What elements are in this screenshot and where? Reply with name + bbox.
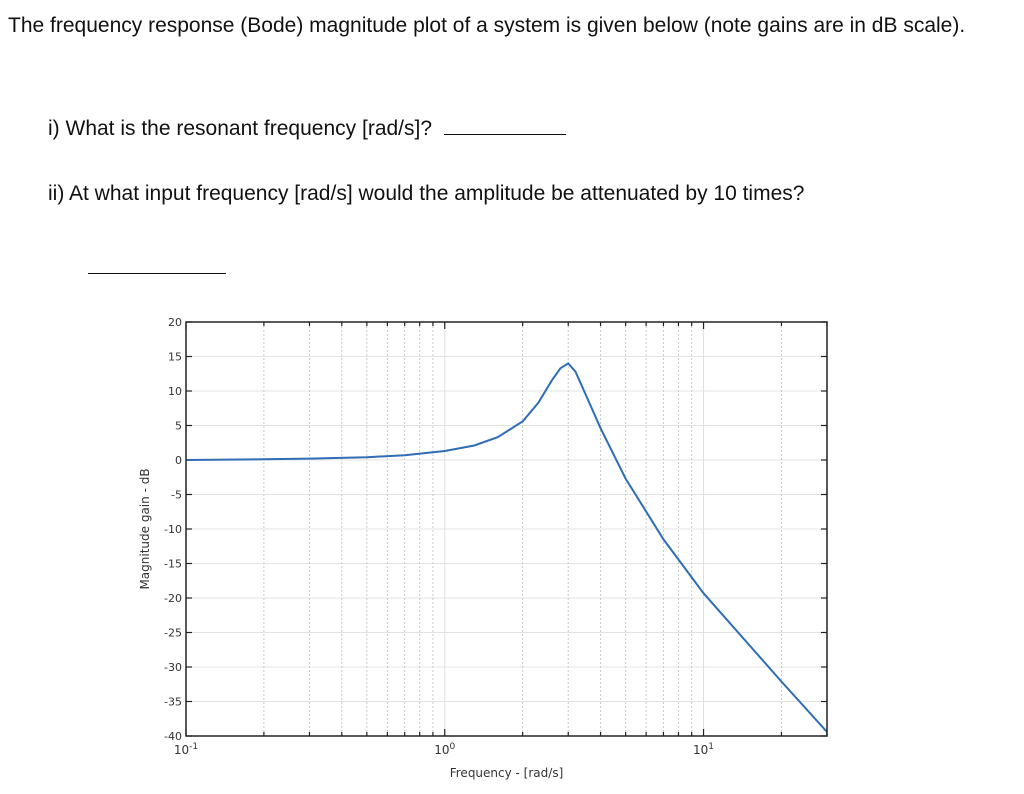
y-tick-label: -40 [164, 730, 182, 743]
plot-frame [185, 321, 828, 737]
y-tick-label: -35 [164, 696, 182, 709]
x-tick-label: 101 [693, 742, 714, 757]
question-2: ii) At what input frequency [rad/s] woul… [48, 180, 804, 208]
y-axis-label: Magnitude gain - dB [138, 468, 152, 589]
y-tick-label: 15 [168, 351, 182, 364]
x-tick-label: 10-1 [174, 742, 198, 757]
y-tick-label: 10 [168, 385, 182, 398]
question-1-text: i) What is the resonant frequency [rad/s… [48, 117, 433, 140]
y-tick-label: -5 [171, 489, 182, 502]
y-tick-label: -25 [164, 627, 182, 640]
question-2-text: ii) At what input frequency [rad/s] woul… [48, 182, 805, 205]
y-tick-label: 0 [175, 454, 182, 467]
question-intro: The frequency response (Bode) magnitude … [8, 14, 966, 37]
y-tick-label: -20 [164, 592, 182, 605]
magnitude-curve [185, 362, 828, 733]
x-axis-label: Frequency - [rad/s] [450, 766, 564, 780]
y-tick-label: -30 [164, 661, 182, 674]
y-tick-label: 20 [168, 316, 182, 329]
y-tick-label: -10 [164, 523, 182, 536]
x-tick-label: 100 [434, 742, 455, 757]
y-tick-label: 5 [175, 420, 182, 433]
question-1: i) What is the resonant frequency [rad/s… [48, 114, 567, 143]
y-tick-label: -15 [164, 558, 182, 571]
answer-blank-1 [444, 114, 567, 135]
answer-blank-2 [88, 273, 226, 274]
